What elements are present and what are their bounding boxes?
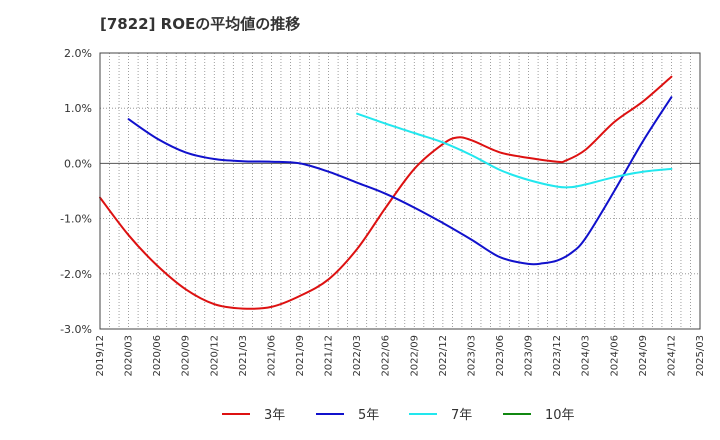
legend-label-2: 5年 bbox=[358, 408, 379, 423]
y-tick-label: 0.0% bbox=[64, 157, 92, 170]
legend-label-4: 10年 bbox=[545, 408, 575, 423]
series-layer bbox=[99, 75, 673, 310]
x-tick-label: 2021/12 bbox=[324, 335, 335, 377]
chart-title: [7822] ROEの平均値の推移 bbox=[100, 15, 301, 33]
x-tick-label: 2020/12 bbox=[209, 335, 220, 377]
x-tick-label: 2022/09 bbox=[409, 335, 420, 377]
x-tick-label: 2022/03 bbox=[352, 335, 363, 377]
x-tick-label: 2024/12 bbox=[666, 335, 677, 377]
x-tick-label: 2024/06 bbox=[609, 335, 620, 377]
axis-layer: 2.0% 1.0% 0.0% -1.0% -2.0% -3.0%2019/12 2020/0… bbox=[60, 47, 706, 377]
x-tick-label: 2021/09 bbox=[295, 335, 306, 377]
x-tick-label: 2023/12 bbox=[552, 335, 563, 377]
plot-frame bbox=[99, 52, 701, 330]
x-tick-label: 2024/03 bbox=[581, 335, 592, 377]
series-line-3 bbox=[356, 112, 673, 189]
x-tick-label: 2023/09 bbox=[524, 335, 535, 377]
x-tick-label: 2020/09 bbox=[181, 335, 192, 377]
x-tick-label: 2025/03 bbox=[695, 335, 706, 377]
legend-label-3: 7年 bbox=[451, 408, 472, 423]
series-line-1 bbox=[99, 75, 673, 310]
x-tick-label: 2021/06 bbox=[266, 335, 277, 377]
x-tick-label: 2022/06 bbox=[381, 335, 392, 377]
x-tick-label: 2022/12 bbox=[438, 335, 449, 377]
grid-layer bbox=[100, 52, 700, 330]
series-line-2 bbox=[127, 96, 673, 266]
x-tick-label: 2023/06 bbox=[495, 335, 506, 377]
x-tick-label: 2024/09 bbox=[638, 335, 649, 377]
y-tick-label: -2.0% bbox=[60, 268, 92, 281]
legend-label-1: 3年 bbox=[264, 408, 285, 423]
y-tick-label: 2.0% bbox=[64, 47, 92, 60]
x-tick-label: 2020/03 bbox=[124, 335, 135, 377]
y-tick-label: -1.0% bbox=[60, 213, 92, 226]
legend: 3年 5年 7年 10年 bbox=[222, 408, 575, 423]
x-tick-label: 2021/03 bbox=[238, 335, 249, 377]
x-tick-label: 2019/12 bbox=[95, 335, 106, 377]
y-tick-label: -3.0% bbox=[60, 323, 92, 336]
x-tick-label: 2020/06 bbox=[152, 335, 163, 377]
y-tick-label: 1.0% bbox=[64, 102, 92, 115]
x-tick-label: 2023/03 bbox=[466, 335, 477, 377]
